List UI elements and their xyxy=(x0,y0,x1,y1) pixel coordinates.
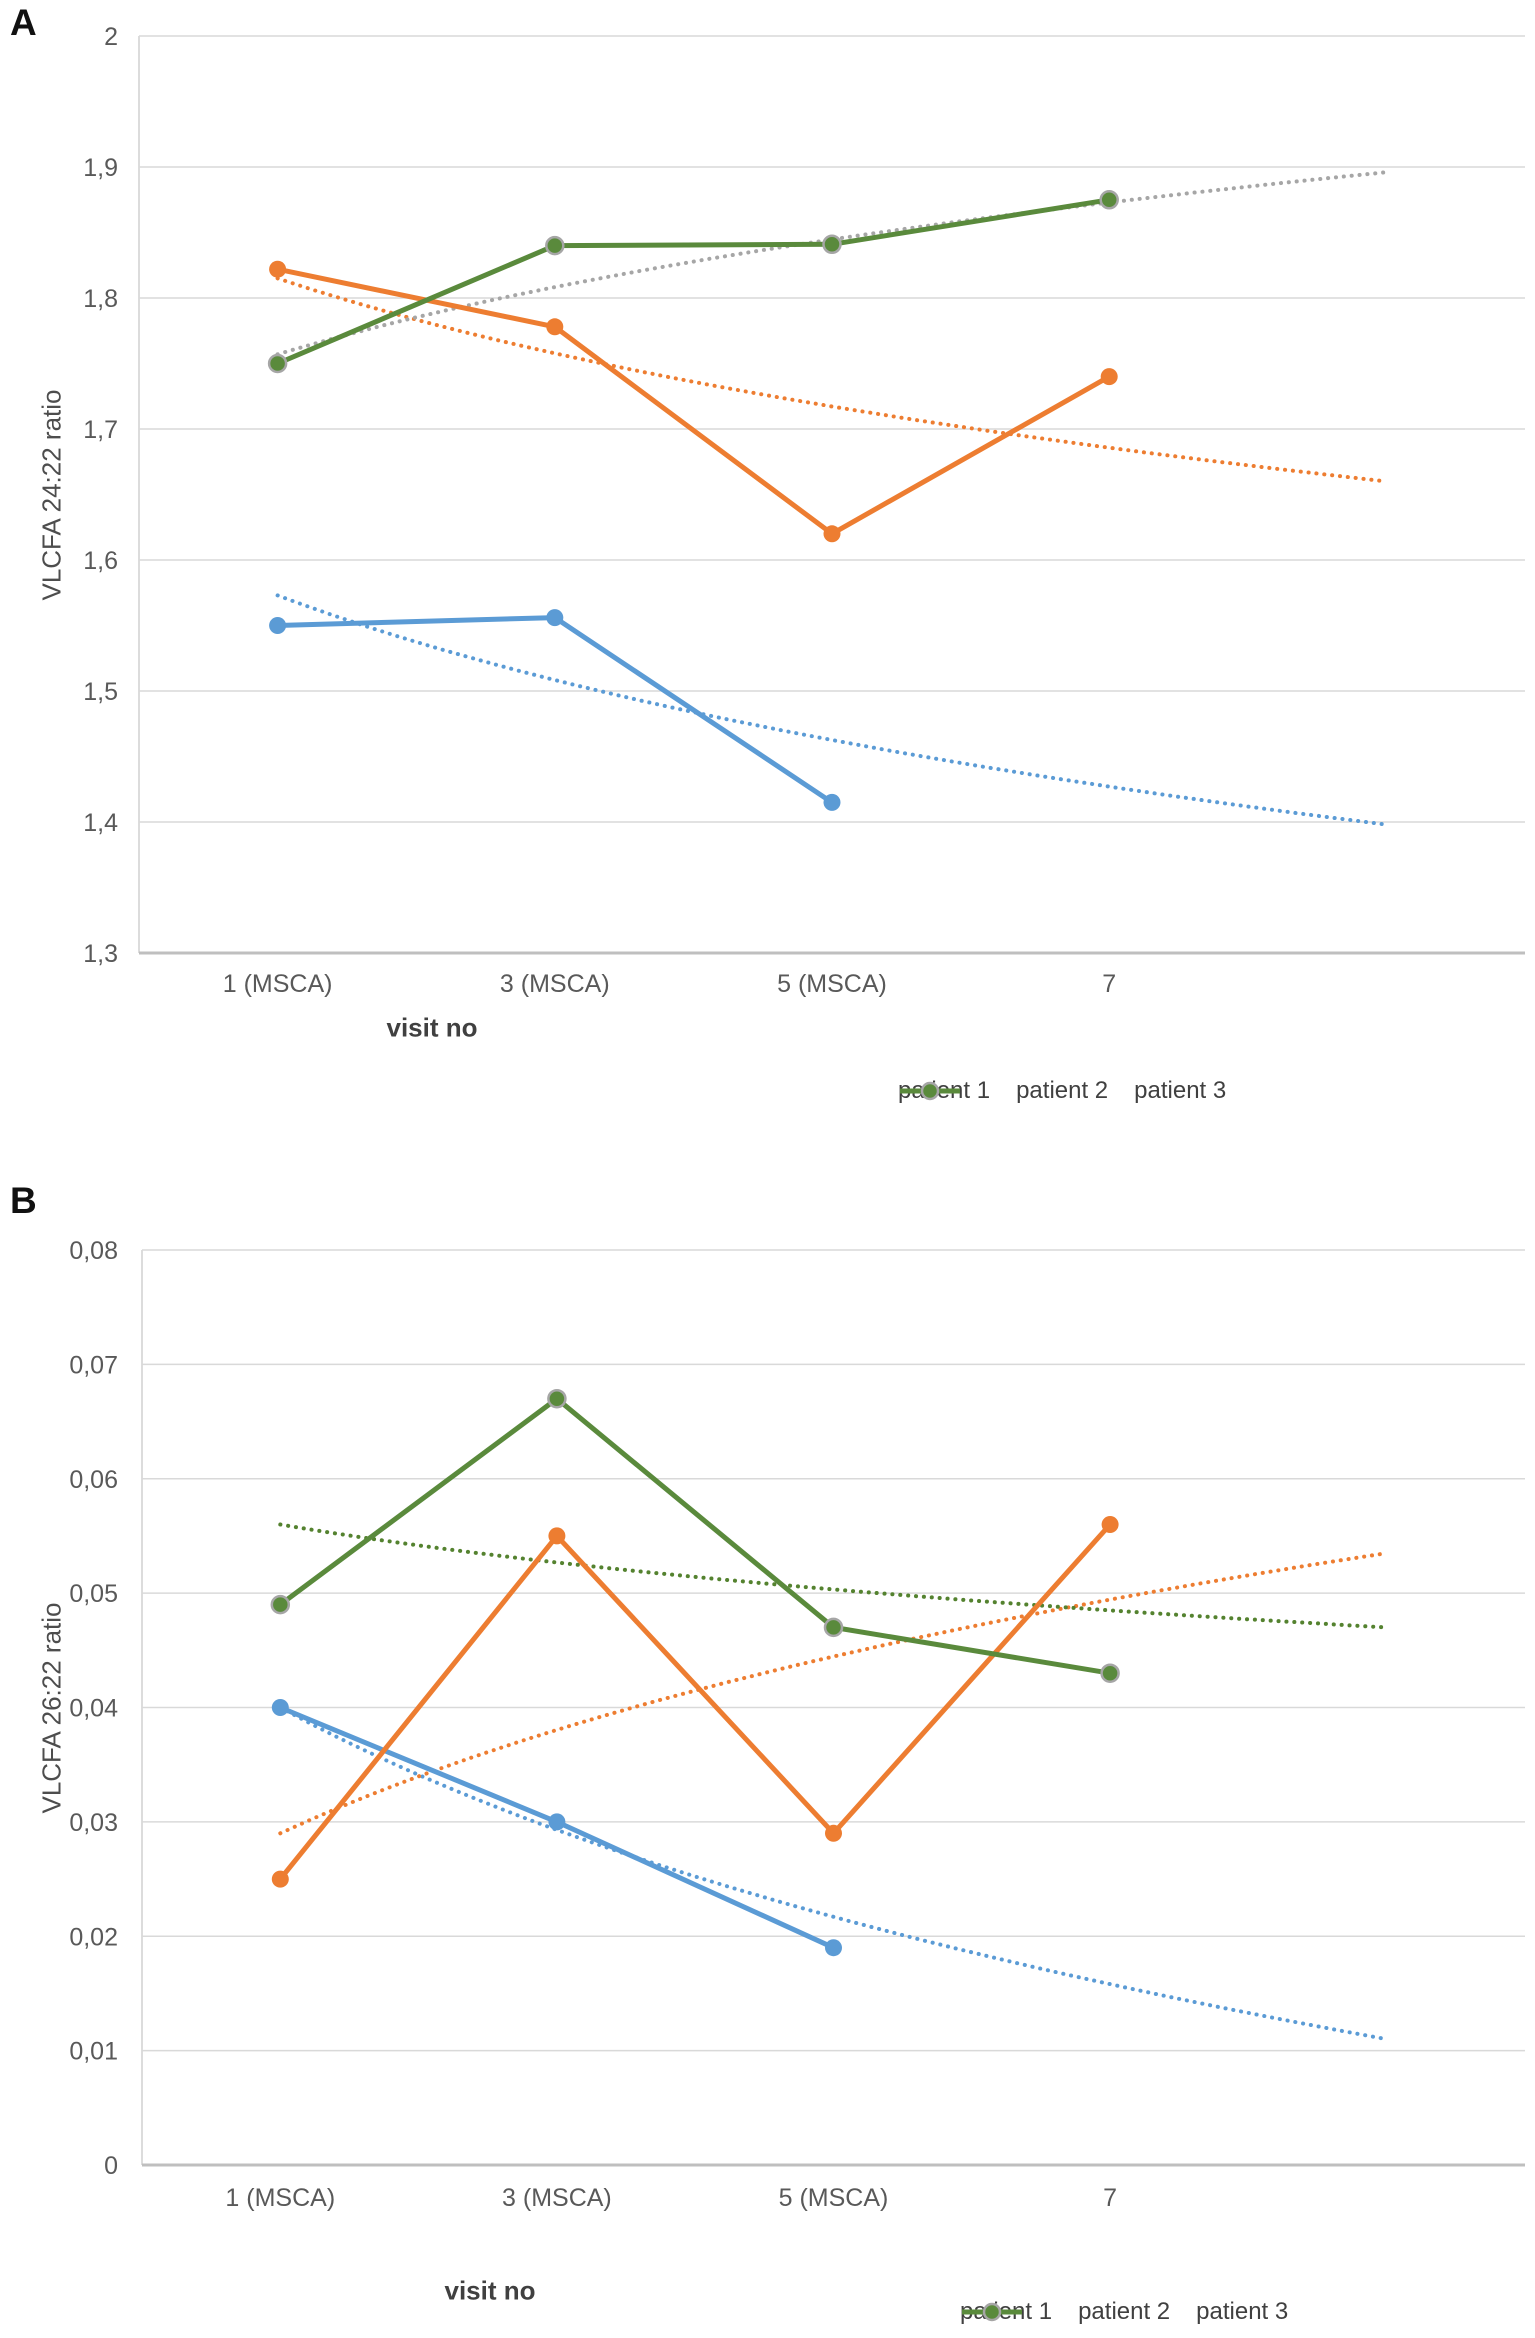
y-tick-label: 1,9 xyxy=(83,154,118,182)
y-tick-label: 0,06 xyxy=(69,1466,118,1494)
data-point-marker-patient-2 xyxy=(271,1870,289,1888)
y-tick-label: 0,08 xyxy=(69,1237,118,1265)
y-tick-label: 1,8 xyxy=(83,285,118,313)
y-tick-label: 0,02 xyxy=(69,1923,118,1951)
y-tick-label: 0 xyxy=(104,2152,118,2180)
series-line-patient-3 xyxy=(275,197,1112,366)
data-point-marker-patient-3 xyxy=(1099,190,1119,210)
data-point-marker-patient-2 xyxy=(546,318,564,336)
data-point-marker-patient-3 xyxy=(547,1388,567,1409)
data-point-marker-patient-1 xyxy=(823,793,841,811)
x-tick-label: 7 xyxy=(1102,970,1116,998)
y-tick-label: 0,07 xyxy=(69,1351,118,1379)
trendline-patient-1 xyxy=(278,1705,1389,2042)
legend-item-patient-3: patient 3 xyxy=(900,1077,1227,1105)
series-line-patient-1 xyxy=(275,615,835,805)
legend-label: patient 2 xyxy=(1016,1077,1109,1104)
legend-item-patient-2: patient 2 xyxy=(962,2298,1171,2326)
y-tick-label: 1,6 xyxy=(83,547,118,575)
data-point-marker-patient-3 xyxy=(270,1594,291,1615)
x-tick-label: 5 (MSCA) xyxy=(777,970,887,998)
data-point-marker-patient-2 xyxy=(548,1527,566,1545)
series-line-patient-2 xyxy=(275,266,1112,537)
data-point-marker-patient-1 xyxy=(271,1699,289,1716)
trendline-patient-2 xyxy=(278,1551,1389,1836)
data-point-marker-patient-3 xyxy=(545,235,565,256)
data-point-marker-patient-2 xyxy=(269,260,287,278)
y-tick-label: 1,4 xyxy=(83,809,118,837)
y-tick-label: 1,7 xyxy=(83,416,118,444)
y-tick-label: 0,03 xyxy=(69,1809,118,1837)
legend-label: patient 3 xyxy=(1196,2298,1289,2325)
y-tick-label: 0,05 xyxy=(69,1580,118,1608)
x-tick-label: 3 (MSCA) xyxy=(502,2184,612,2212)
chart-b-x-axis-title: visit no xyxy=(444,2275,536,2306)
data-point-marker-patient-1 xyxy=(546,609,564,627)
legend-label: patient 2 xyxy=(1078,2298,1171,2325)
y-tick-label: 2 xyxy=(104,23,118,51)
chart-b-plot: 0 0,01 0,02 0,03 0,04 0,05 0,06 0,07 0,08 1 (MSCA… xyxy=(69,1237,1525,2212)
chart-a-legend: patient 1 patient 2 patient 3 xyxy=(898,1077,1226,1105)
panel-a-label: A xyxy=(10,2,37,43)
data-point-marker-patient-2 xyxy=(1101,1516,1119,1533)
data-point-marker-patient-3 xyxy=(1100,1663,1120,1683)
data-point-marker-patient-1 xyxy=(825,1939,842,1957)
data-point-marker-patient-2 xyxy=(1100,368,1118,386)
legend-item-patient-2: patient 2 xyxy=(900,1077,1109,1105)
legend-marker-icon xyxy=(900,1081,960,1101)
legend-marker-icon xyxy=(962,2302,1022,2322)
legend-label: patient 3 xyxy=(1134,1077,1227,1104)
legend-item-patient-3: patient 3 xyxy=(962,2298,1289,2326)
x-tick-label: 1 (MSCA) xyxy=(225,2184,335,2212)
panel-b-label: B xyxy=(10,1180,37,1221)
data-point-marker-patient-3 xyxy=(822,234,842,255)
chart-a-x-axis-title: visit no xyxy=(386,1012,478,1043)
y-tick-label: 1,5 xyxy=(83,678,118,706)
y-tick-label: 1,3 xyxy=(83,940,118,968)
trendline-patient-1 xyxy=(275,593,1389,827)
series-line-patient-3 xyxy=(277,1396,1113,1676)
trendline-patient-2 xyxy=(275,276,1389,484)
chart-b-y-axis-title: VLCFA 26:22 ratio xyxy=(36,1602,67,1814)
data-point-marker-patient-1 xyxy=(548,1813,566,1831)
x-tick-label: 1 (MSCA) xyxy=(223,970,333,998)
x-tick-label: 3 (MSCA) xyxy=(500,970,610,998)
chart-a-plot: 1,3 1,4 1,5 1,6 1,7 1,8 1,9 2 1 (MSCA) 3 (MSCA) 5 … xyxy=(83,23,1525,998)
data-point-marker-patient-3 xyxy=(267,353,288,374)
chart-a-y-axis-title: VLCFA 24:22 ratio xyxy=(36,389,67,601)
data-point-marker-patient-1 xyxy=(269,617,287,634)
chart-b-legend: patient 1 patient 2 patient 3 xyxy=(960,2298,1288,2326)
y-tick-label: 0,01 xyxy=(69,2038,118,2066)
trendline-patient-3 xyxy=(278,1522,1389,1630)
data-point-marker-patient-2 xyxy=(825,1824,842,1842)
data-point-marker-patient-2 xyxy=(823,525,841,543)
y-tick-label: 0,04 xyxy=(69,1695,118,1723)
x-tick-label: 5 (MSCA) xyxy=(779,2184,889,2212)
data-point-marker-patient-3 xyxy=(823,1617,844,1638)
x-tick-label: 7 xyxy=(1103,2184,1117,2212)
series-line-patient-2 xyxy=(277,1522,1113,1882)
